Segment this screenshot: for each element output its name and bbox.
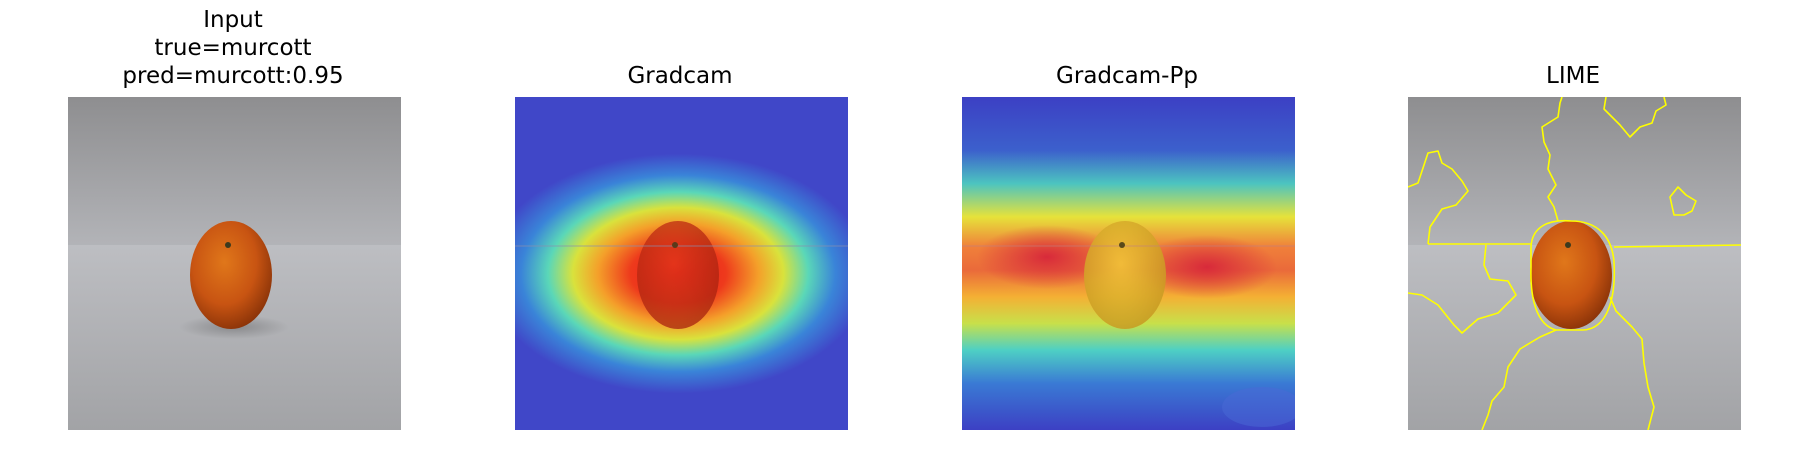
panel-title: Gradcam bbox=[485, 62, 875, 90]
panel-title: Gradcam-Pp bbox=[932, 62, 1322, 90]
title-line-3: pred=murcott:0.95 bbox=[122, 63, 344, 89]
panel-gradcam: Gradcam bbox=[485, 0, 875, 450]
gradcam-image bbox=[515, 97, 848, 430]
panel-title: LIME bbox=[1378, 62, 1768, 90]
panel-title: Input true=murcott pred=murcott:0.95 bbox=[38, 6, 428, 90]
lime-image bbox=[1408, 97, 1741, 430]
panel-lime: LIME bbox=[1378, 0, 1768, 450]
title-line-1: Gradcam bbox=[627, 63, 733, 89]
panel-gradcam-pp: Gradcam-Pp bbox=[932, 0, 1322, 450]
title-line-1: Gradcam-Pp bbox=[1056, 63, 1198, 89]
title-line-1: Input bbox=[203, 7, 263, 33]
gradcam-pp-image bbox=[962, 97, 1295, 430]
title-line-1: LIME bbox=[1546, 63, 1600, 89]
panel-input: Input true=murcott pred=murcott:0.95 bbox=[38, 0, 428, 450]
title-line-2: true=murcott bbox=[154, 35, 312, 61]
input-image bbox=[68, 97, 401, 430]
